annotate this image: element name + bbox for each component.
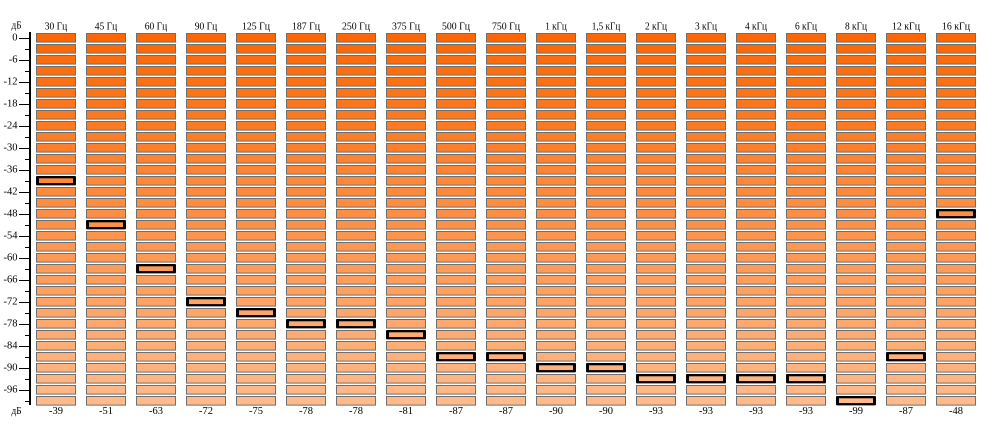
svg-text:-66: -66 [4, 275, 18, 286]
svg-text:750 Гц: 750 Гц [492, 21, 520, 32]
svg-text:375 Гц: 375 Гц [392, 21, 420, 32]
svg-text:-6: -6 [9, 55, 18, 66]
svg-text:-60: -60 [4, 253, 18, 264]
svg-text:дБ: дБ [12, 21, 22, 32]
svg-text:3 кГц: 3 кГц [695, 21, 717, 32]
svg-text:45 Гц: 45 Гц [95, 21, 118, 32]
svg-text:16 кГц: 16 кГц [942, 21, 970, 32]
svg-text:-93: -93 [799, 406, 813, 417]
svg-text:-78: -78 [349, 406, 363, 417]
svg-text:-63: -63 [149, 406, 163, 417]
svg-text:1 кГц: 1 кГц [545, 21, 567, 32]
svg-text:-84: -84 [4, 341, 19, 352]
svg-text:1,5 кГц: 1,5 кГц [592, 21, 621, 32]
svg-text:-78: -78 [4, 319, 18, 330]
svg-text:-24: -24 [4, 121, 19, 132]
svg-text:-48: -48 [949, 406, 963, 417]
svg-text:-54: -54 [4, 231, 19, 242]
svg-text:-93: -93 [649, 406, 663, 417]
svg-text:8 кГц: 8 кГц [845, 21, 867, 32]
svg-text:-51: -51 [99, 406, 113, 417]
svg-text:-90: -90 [599, 406, 613, 417]
svg-text:60 Гц: 60 Гц [145, 21, 168, 32]
svg-text:-96: -96 [4, 385, 18, 396]
svg-text:-87: -87 [899, 406, 913, 417]
svg-text:-30: -30 [4, 143, 18, 154]
svg-text:-42: -42 [4, 187, 18, 198]
svg-text:-72: -72 [199, 406, 213, 417]
svg-text:-81: -81 [399, 406, 413, 417]
svg-text:-87: -87 [499, 406, 513, 417]
svg-text:500 Гц: 500 Гц [442, 21, 470, 32]
svg-text:-87: -87 [449, 406, 463, 417]
svg-text:-18: -18 [4, 99, 18, 110]
svg-text:0: 0 [12, 33, 17, 44]
svg-text:-93: -93 [749, 406, 763, 417]
svg-text:-12: -12 [4, 77, 18, 88]
svg-text:250 Гц: 250 Гц [342, 21, 370, 32]
svg-text:-48: -48 [4, 209, 18, 220]
svg-text:12 кГц: 12 кГц [892, 21, 920, 32]
svg-text:-90: -90 [549, 406, 563, 417]
svg-text:-99: -99 [849, 406, 863, 417]
svg-text:дБ: дБ [12, 406, 22, 417]
svg-text:-72: -72 [4, 297, 18, 308]
svg-text:187 Гц: 187 Гц [292, 21, 320, 32]
svg-text:2 кГц: 2 кГц [645, 21, 667, 32]
svg-text:-36: -36 [4, 165, 18, 176]
svg-text:-78: -78 [299, 406, 313, 417]
svg-text:90 Гц: 90 Гц [195, 21, 218, 32]
svg-text:125 Гц: 125 Гц [242, 21, 270, 32]
svg-text:-93: -93 [699, 406, 713, 417]
svg-text:30 Гц: 30 Гц [45, 21, 68, 32]
svg-text:-39: -39 [49, 406, 63, 417]
svg-text:4 кГц: 4 кГц [745, 21, 767, 32]
svg-text:-75: -75 [249, 406, 263, 417]
svg-text:-90: -90 [4, 363, 18, 374]
svg-text:6 кГц: 6 кГц [795, 21, 817, 32]
